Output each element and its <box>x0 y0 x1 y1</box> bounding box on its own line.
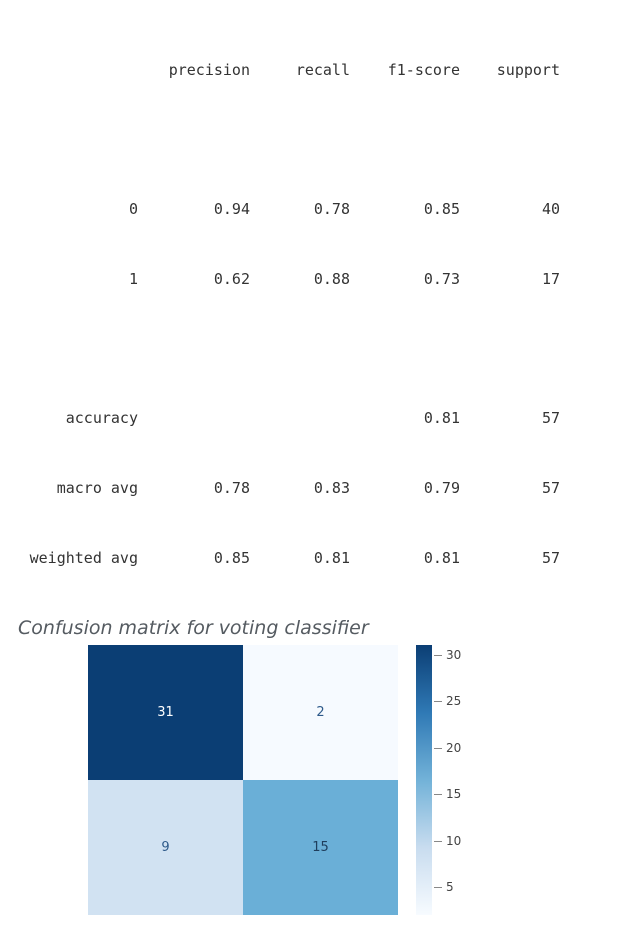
row1-precision: 0.62 <box>148 268 258 291</box>
colorbar-tick: 20 <box>434 741 461 755</box>
heatmap-cell-1-0: 9 <box>88 780 243 915</box>
header-support: support <box>468 59 568 82</box>
accuracy-precision <box>148 407 258 430</box>
report-row-accuracy: accuracy 0.81 57 <box>8 407 616 430</box>
heatmap-cell-1-1: 15 <box>243 780 398 915</box>
heatmap-cell-0-1: 2 <box>243 645 398 780</box>
confusion-matrix-chart: 31 2 9 15 30 25 20 15 10 5 <box>88 645 568 915</box>
row1-label: 1 <box>8 268 148 291</box>
heatmap-cell-0-0: 31 <box>88 645 243 780</box>
row1-support: 17 <box>468 268 568 291</box>
row0-support: 40 <box>468 198 568 221</box>
macro-f1: 0.79 <box>358 477 468 500</box>
row0-label: 0 <box>8 198 148 221</box>
accuracy-label: accuracy <box>8 407 148 430</box>
accuracy-support: 57 <box>468 407 568 430</box>
macro-label: macro avg <box>8 477 148 500</box>
weighted-precision: 0.85 <box>148 547 258 570</box>
report-blank-row <box>8 128 616 151</box>
macro-recall: 0.83 <box>258 477 358 500</box>
colorbar-gradient <box>416 645 432 915</box>
header-recall: recall <box>258 59 358 82</box>
row0-precision: 0.94 <box>148 198 258 221</box>
colorbar: 30 25 20 15 10 5 <box>416 645 482 915</box>
weighted-recall: 0.81 <box>258 547 358 570</box>
colorbar-tick: 25 <box>434 694 461 708</box>
accuracy-recall <box>258 407 358 430</box>
heatmap-value-1-1: 15 <box>312 840 329 855</box>
header-precision: precision <box>148 59 258 82</box>
weighted-support: 57 <box>468 547 568 570</box>
row0-recall: 0.78 <box>258 198 358 221</box>
report-blank-row2 <box>8 338 616 361</box>
report-row-class1: 1 0.62 0.88 0.73 17 <box>8 268 616 291</box>
report-header-row: precision recall f1-score support <box>8 59 616 82</box>
confusion-matrix-title: Confusion matrix for voting classifier <box>18 617 616 639</box>
heatmap-value-0-0: 31 <box>157 705 174 720</box>
colorbar-tick: 15 <box>434 787 461 801</box>
weighted-f1: 0.81 <box>358 547 468 570</box>
colorbar-ticks: 30 25 20 15 10 5 <box>432 645 482 915</box>
report-row-weighted: weighted avg 0.85 0.81 0.81 57 <box>8 547 616 570</box>
colorbar-tick: 5 <box>434 880 454 894</box>
header-f1: f1-score <box>358 59 468 82</box>
colorbar-tick: 10 <box>434 834 461 848</box>
macro-precision: 0.78 <box>148 477 258 500</box>
row0-f1: 0.85 <box>358 198 468 221</box>
colorbar-tick: 30 <box>434 648 461 662</box>
report-row-class0: 0 0.94 0.78 0.85 40 <box>8 198 616 221</box>
heatmap-value-1-0: 9 <box>161 840 169 855</box>
macro-support: 57 <box>468 477 568 500</box>
weighted-label: weighted avg <box>8 547 148 570</box>
accuracy-f1: 0.81 <box>358 407 468 430</box>
row1-recall: 0.88 <box>258 268 358 291</box>
report-row-macro: macro avg 0.78 0.83 0.79 57 <box>8 477 616 500</box>
header-blank <box>8 59 148 82</box>
heatmap-grid: 31 2 9 15 <box>88 645 398 915</box>
heatmap-value-0-1: 2 <box>316 705 324 720</box>
classification-report-table: precision recall f1-score support 0 0.94… <box>8 12 616 593</box>
row1-f1: 0.73 <box>358 268 468 291</box>
